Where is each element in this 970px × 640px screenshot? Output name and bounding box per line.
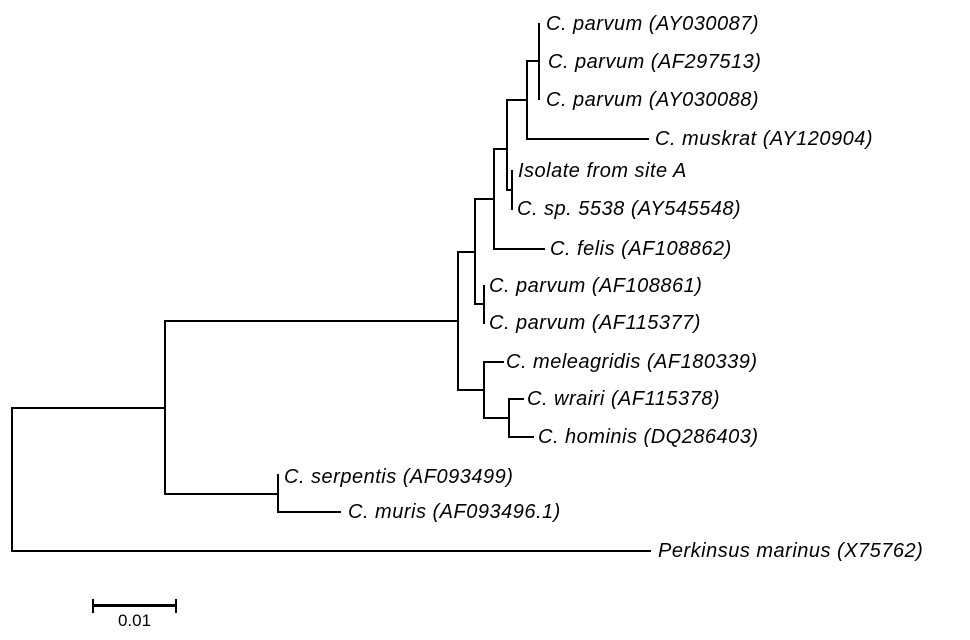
- branch-horizontal: [508, 398, 524, 400]
- taxon-label: C. hominis (DQ286403): [538, 426, 759, 448]
- scale-bar-line: [93, 604, 176, 607]
- taxon-label: C. wrairi (AF115378): [527, 388, 721, 410]
- scale-bar-left-tick: [92, 599, 94, 613]
- branch-horizontal: [164, 320, 459, 322]
- branch-horizontal: [493, 248, 545, 250]
- taxon-label: C. muskrat (AY120904): [655, 128, 873, 150]
- branch-vertical: [11, 407, 13, 552]
- taxon-label: C. meleagridis (AF180339): [506, 351, 758, 373]
- taxon-label: C. felis (AF108862): [550, 238, 732, 260]
- scale-bar-label: 0.01: [117, 611, 152, 630]
- branch-horizontal: [493, 148, 508, 150]
- scale-bar-right-tick: [175, 599, 177, 613]
- taxon-label: C. parvum (AY030088): [546, 89, 760, 111]
- taxon-label: C. muris (AF093496.1): [348, 501, 561, 523]
- branch-horizontal: [11, 550, 651, 552]
- branch-horizontal: [483, 417, 510, 419]
- taxon-label: C. parvum (AY030087): [546, 13, 760, 35]
- taxon-label: Isolate from site A: [518, 160, 687, 182]
- taxon-label: C. serpentis (AF093499): [284, 466, 514, 488]
- branch-horizontal: [508, 436, 534, 438]
- branch-vertical: [506, 99, 508, 191]
- taxon-label: C. parvum (AF297513): [548, 51, 762, 73]
- branch-horizontal: [11, 407, 166, 409]
- branch-horizontal: [526, 138, 649, 140]
- branch-horizontal: [457, 251, 476, 253]
- branch-horizontal: [164, 493, 279, 495]
- branch-horizontal: [474, 198, 495, 200]
- branch-horizontal: [277, 511, 341, 513]
- branch-horizontal: [457, 389, 485, 391]
- taxon-label: Perkinsus marinus (X75762): [658, 540, 924, 562]
- taxon-label: C. parvum (AF108861): [489, 275, 703, 297]
- branch-horizontal: [474, 303, 485, 305]
- taxon-label: C. parvum (AF115377): [489, 312, 701, 334]
- taxon-label: C. sp. 5538 (AY545548): [517, 198, 742, 220]
- branch-horizontal: [506, 99, 528, 101]
- branch-horizontal: [506, 189, 513, 191]
- branch-horizontal: [526, 60, 540, 62]
- branch-horizontal: [483, 361, 504, 363]
